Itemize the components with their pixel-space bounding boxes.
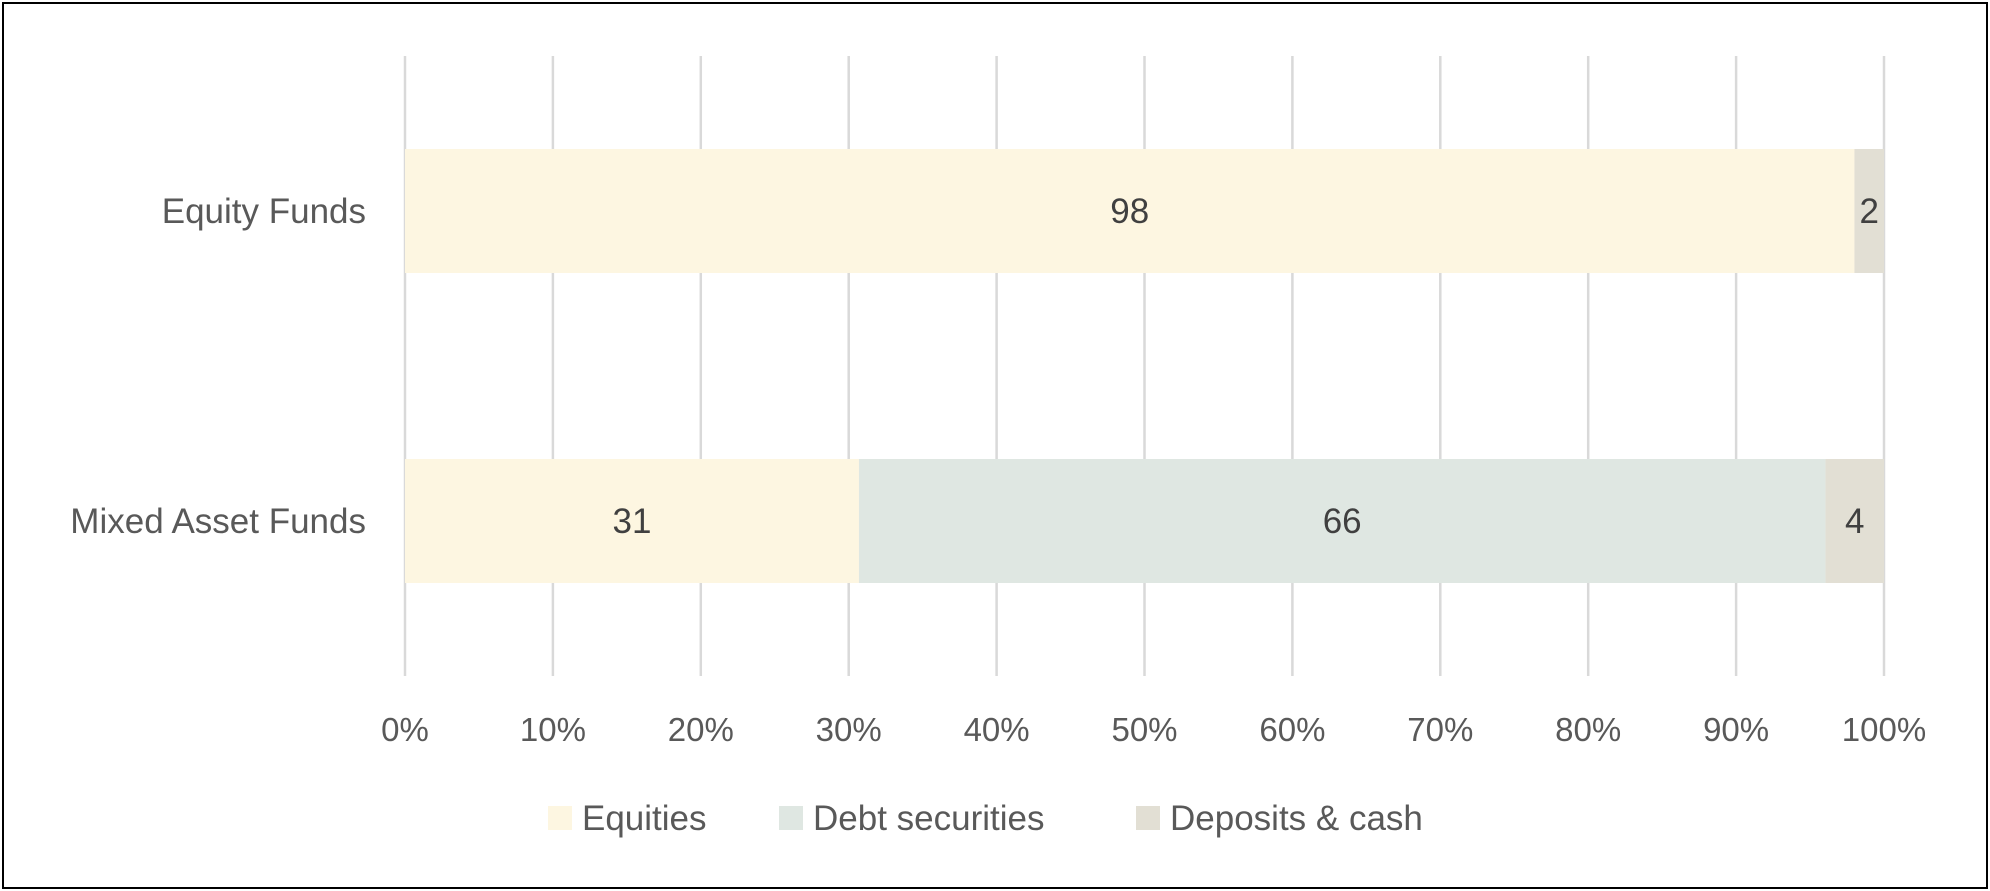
data-label-equity-funds-deposits-and-cash: 2 [1859, 192, 1878, 231]
x-tick-label: 60% [1259, 711, 1325, 748]
category-labels: Equity Funds Mixed Asset Funds [70, 192, 366, 541]
category-label-equity-funds: Equity Funds [162, 192, 366, 231]
x-tick-label: 10% [520, 711, 586, 748]
bar-equity-funds-equities [405, 149, 1855, 273]
legend-swatch [779, 806, 803, 830]
bar-equity-funds-deposits-and-cash [1854, 149, 1884, 273]
x-tick-label: 20% [668, 711, 734, 748]
data-label-mixed-asset-funds-equities: 31 [613, 502, 652, 541]
x-tick-label: 80% [1555, 711, 1621, 748]
x-tick-label: 0% [381, 711, 429, 748]
bars: 98 2 31 66 4 [405, 149, 1884, 583]
x-tick-label: 70% [1407, 711, 1473, 748]
legend-item-deposits-and-cash: Deposits & cash [1136, 799, 1423, 838]
legend-label: Debt securities [813, 799, 1044, 838]
x-tick-label: 30% [816, 711, 882, 748]
x-tick-labels: 0% 10% 20% 30% 40% 50% 60% 70% 80% 90% 100% [381, 711, 1926, 748]
data-label-equity-funds-equities: 98 [1110, 192, 1149, 231]
legend-item-debt-securities: Debt securities [779, 799, 1044, 838]
x-tick-label: 100% [1842, 711, 1926, 748]
legend-label: Deposits & cash [1170, 799, 1423, 838]
legend: Equities Debt securities Deposits & cash [548, 799, 1423, 838]
legend-label: Equities [582, 799, 707, 838]
bar-mixed-asset-funds-debt-securities [858, 459, 1826, 583]
data-label-mixed-asset-funds-deposits-and-cash: 4 [1845, 502, 1864, 541]
x-tick-label: 50% [1111, 711, 1177, 748]
legend-item-equities: Equities [548, 799, 707, 838]
data-label-mixed-asset-funds-debt-securities: 66 [1323, 502, 1362, 541]
category-label-mixed-asset-funds: Mixed Asset Funds [70, 502, 366, 541]
legend-swatch [548, 806, 572, 830]
bar-mixed-asset-funds-deposits-and-cash [1825, 459, 1884, 583]
legend-swatch [1136, 806, 1160, 830]
x-tick-label: 40% [964, 711, 1030, 748]
x-tick-label: 90% [1703, 711, 1769, 748]
bar-mixed-asset-funds-equities [405, 459, 859, 583]
